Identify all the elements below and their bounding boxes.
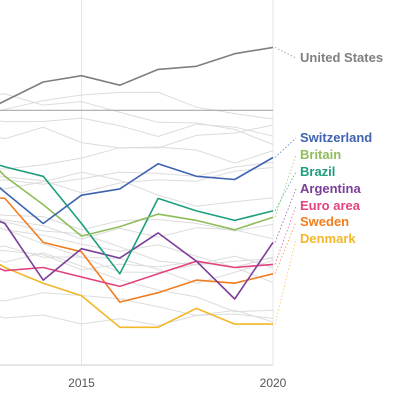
series-leader-argentina <box>274 188 297 243</box>
background-series-line <box>0 161 274 185</box>
background-series-line <box>0 252 274 313</box>
series-leader-denmark <box>274 238 297 325</box>
series-label-denmark: Denmark <box>300 231 356 246</box>
background-series-layer <box>0 91 274 327</box>
series-line-britain <box>0 169 274 237</box>
series-line-denmark <box>0 263 273 329</box>
series-label-euro-area: Euro area <box>300 198 361 213</box>
x-tick-label-2015: 2015 <box>68 376 95 390</box>
series-line-sweden <box>0 197 274 303</box>
series-label-argentina: Argentina <box>300 181 361 196</box>
background-series-line <box>0 124 274 170</box>
series-label-united-states: United States <box>300 50 383 65</box>
highlighted-series-layer <box>0 46 274 329</box>
background-series-line <box>0 227 274 273</box>
series-label-switzerland: Switzerland <box>300 130 372 145</box>
background-series-line <box>0 313 274 327</box>
grid-layer <box>0 0 274 366</box>
background-series-line <box>0 171 274 207</box>
series-line-argentina <box>0 220 274 300</box>
series-line-euro-area <box>0 260 274 288</box>
background-series-line <box>0 250 274 271</box>
series-line-united-states <box>0 46 274 105</box>
series-leader-sweden <box>274 221 297 274</box>
background-series-line <box>0 117 274 138</box>
series-leader-britain <box>274 154 297 218</box>
series-label-britain: Britain <box>300 147 341 162</box>
series-leader-united-states <box>274 47 297 59</box>
background-series-line <box>0 93 274 145</box>
series-label-sweden: Sweden <box>300 214 349 229</box>
series-label-brazil: Brazil <box>300 164 335 179</box>
series-leader-brazil <box>274 171 297 212</box>
background-series-line <box>0 218 274 240</box>
background-series-line <box>0 126 274 164</box>
background-series-line <box>0 91 274 120</box>
x-tick-layer: 2015 2020 <box>68 376 287 390</box>
series-line-switzerland <box>0 156 274 225</box>
background-series-line <box>0 214 274 232</box>
background-series-line <box>0 167 274 194</box>
series-leader-switzerland <box>274 137 297 158</box>
background-series-line <box>0 227 274 284</box>
x-tick-label-2020: 2020 <box>260 376 287 390</box>
series-line-brazil <box>0 164 274 275</box>
